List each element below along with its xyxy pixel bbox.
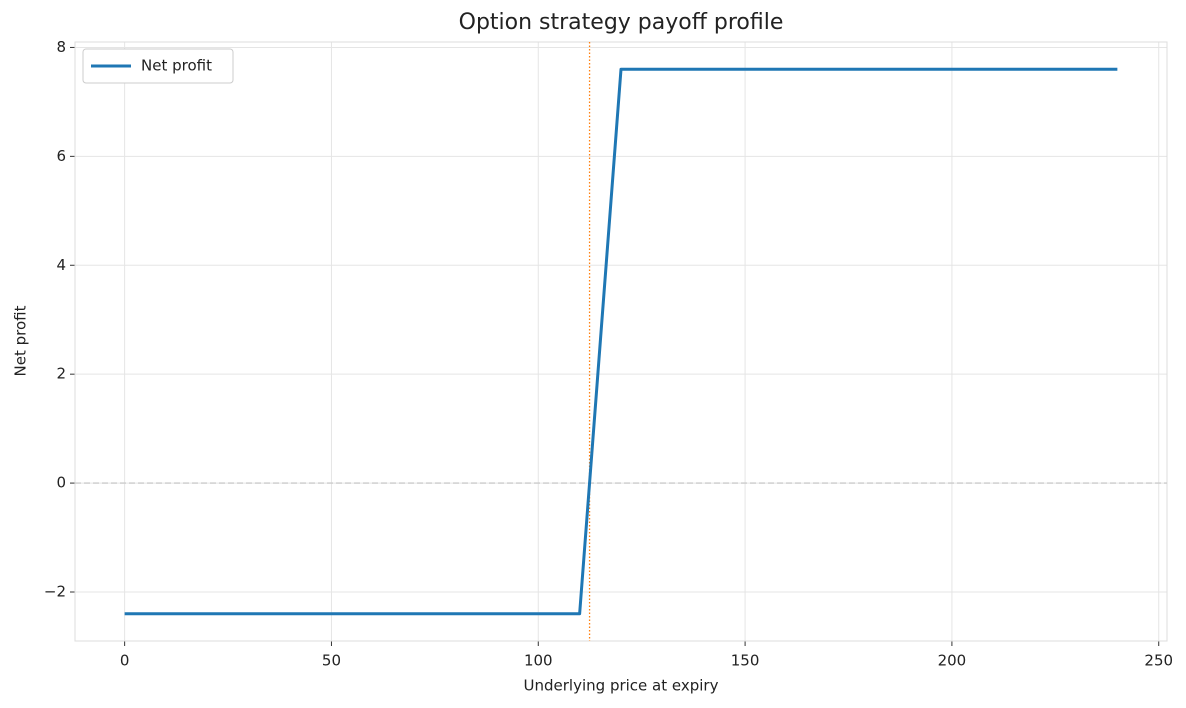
x-tick-label: 0 (120, 652, 130, 670)
legend-box (82, 48, 234, 84)
y-tick-label: −2 (44, 582, 66, 600)
data-line (124, 67, 1118, 616)
x-axis-label: Underlying price at expiry (524, 677, 719, 695)
x-tick-label: 200 (938, 652, 967, 670)
y-tick-label: 4 (56, 256, 66, 274)
chart-title: Option strategy payoff profile (459, 10, 784, 35)
plot-frame (74, 41, 1168, 642)
legend-label: Net profit (141, 57, 212, 75)
legend: Net profit (82, 48, 234, 84)
y-tick-label: 6 (56, 147, 66, 165)
y-tick-label: 8 (56, 38, 66, 56)
x-tick-label: 150 (731, 652, 760, 670)
y-tick-label: 2 (56, 365, 66, 383)
y-tick-label: 0 (56, 474, 66, 492)
y-axis-label: Net profit (12, 305, 30, 376)
x-tick-label: 100 (524, 652, 553, 670)
x-tick-label: 250 (1144, 652, 1173, 670)
x-tick-label: 50 (322, 652, 341, 670)
